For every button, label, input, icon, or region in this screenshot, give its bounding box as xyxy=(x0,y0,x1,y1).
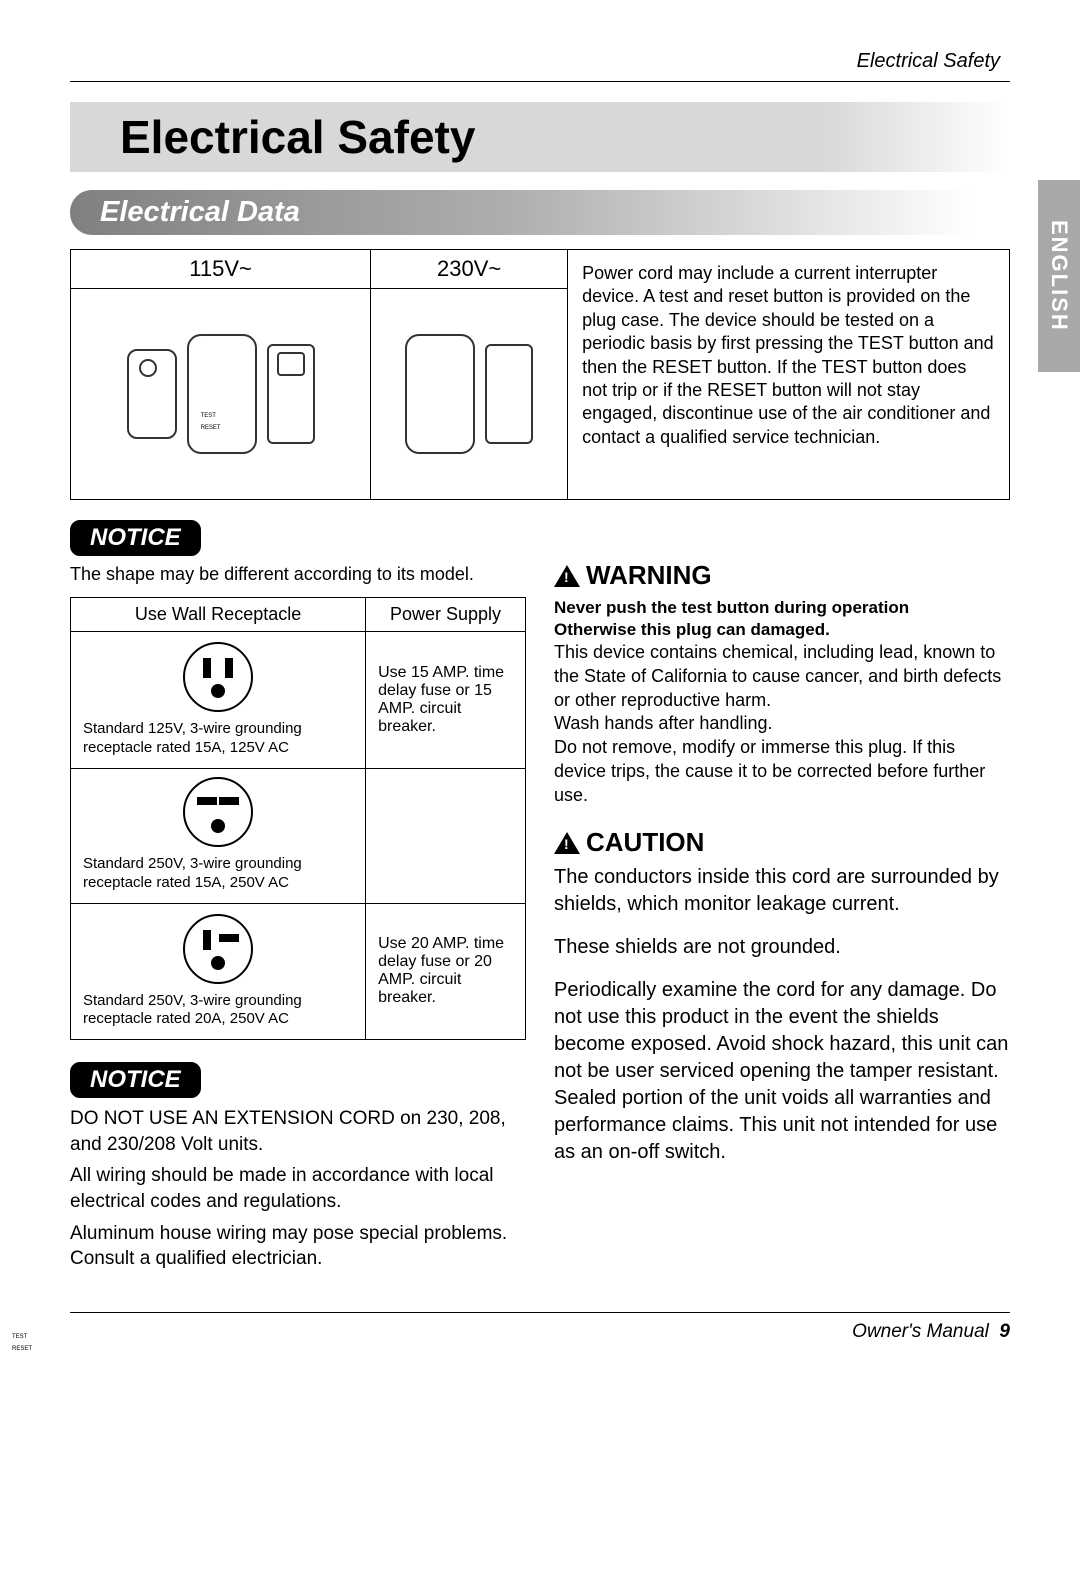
caution-heading: CAUTION xyxy=(554,827,1010,858)
plug-230-illustration xyxy=(371,289,567,499)
notice2-p1: DO NOT USE AN EXTENSION CORD on 230, 208… xyxy=(70,1106,526,1157)
table-row: Standard 125V, 3-wire grounding receptac… xyxy=(71,632,525,769)
caution-body: The conductors inside this cord are surr… xyxy=(554,864,1010,1166)
page-title: Electrical Safety xyxy=(120,110,1010,164)
caution-p3: Periodically examine the cord for any da… xyxy=(554,977,1010,1166)
receptacle-table: Use Wall Receptacle Power Supply Standar… xyxy=(70,597,526,1040)
plug-115-illustration xyxy=(71,289,370,499)
notice-badge-2: NOTICE xyxy=(70,1062,201,1098)
voltage-table: 115V~ 230V~ Power cord may include a cur… xyxy=(70,249,1010,500)
notice2-p2: All wiring should be made in accordance … xyxy=(70,1163,526,1214)
recept-header-1: Use Wall Receptacle xyxy=(71,598,366,631)
caution-title: CAUTION xyxy=(586,827,704,858)
power-supply-cell: Use 20 AMP. time delay fuse or 20 AMP. c… xyxy=(366,904,525,1040)
outlet-icon xyxy=(183,642,253,712)
recept-header-2: Power Supply xyxy=(366,598,525,631)
warning-icon xyxy=(554,565,580,587)
section-heading: Electrical Data xyxy=(70,190,972,235)
volt-description: Power cord may include a current interru… xyxy=(568,250,1009,499)
header-rule xyxy=(70,81,1010,82)
warning-body: Never push the test button during operat… xyxy=(554,597,1010,807)
outlet-icon xyxy=(183,777,253,847)
outlet-caption: Standard 125V, 3-wire grounding receptac… xyxy=(83,720,353,758)
outlet-caption: Standard 250V, 3-wire grounding receptac… xyxy=(83,855,353,893)
warning-title: WARNING xyxy=(586,560,712,591)
warning-bold-1: Never push the test button during operat… xyxy=(554,597,1010,619)
plug-icon xyxy=(267,344,315,444)
volt-115-header: 115V~ xyxy=(71,250,370,289)
notice-1-text: The shape may be different according to … xyxy=(70,564,526,585)
running-head: Electrical Safety xyxy=(70,50,1010,73)
footer-label: Owner's Manual xyxy=(852,1321,989,1342)
warning-bold-2: Otherwise this plug can damaged. xyxy=(554,619,1010,641)
power-supply-cell: Use 15 AMP. time delay fuse or 15 AMP. c… xyxy=(366,632,525,769)
language-tab: ENGLISH xyxy=(1038,180,1080,372)
caution-icon xyxy=(554,832,580,854)
caution-p2: These shields are not grounded. xyxy=(554,934,1010,961)
table-row: Standard 250V, 3-wire grounding receptac… xyxy=(71,904,525,1040)
table-row: Standard 250V, 3-wire grounding receptac… xyxy=(71,767,525,904)
notice2-p3: Aluminum house wiring may pose special p… xyxy=(70,1221,526,1272)
title-bar: Electrical Safety xyxy=(70,102,1010,172)
volt-230-header: 230V~ xyxy=(371,250,567,289)
plug-icon xyxy=(187,334,257,454)
footer: Owner's Manual 9 xyxy=(70,1312,1010,1343)
notice-2-body: DO NOT USE AN EXTENSION CORD on 230, 208… xyxy=(70,1106,526,1272)
outlet-icon xyxy=(183,914,253,984)
plug-icon xyxy=(127,349,177,439)
page-number: 9 xyxy=(999,1321,1010,1342)
warning-text: This device contains chemical, including… xyxy=(554,641,1010,807)
warning-heading: WARNING xyxy=(554,560,1010,591)
outlet-caption: Standard 250V, 3-wire grounding receptac… xyxy=(83,992,353,1030)
plug-icon xyxy=(485,344,533,444)
notice-badge-1: NOTICE xyxy=(70,520,201,556)
caution-p1: The conductors inside this cord are surr… xyxy=(554,864,1010,918)
plug-icon xyxy=(405,334,475,454)
